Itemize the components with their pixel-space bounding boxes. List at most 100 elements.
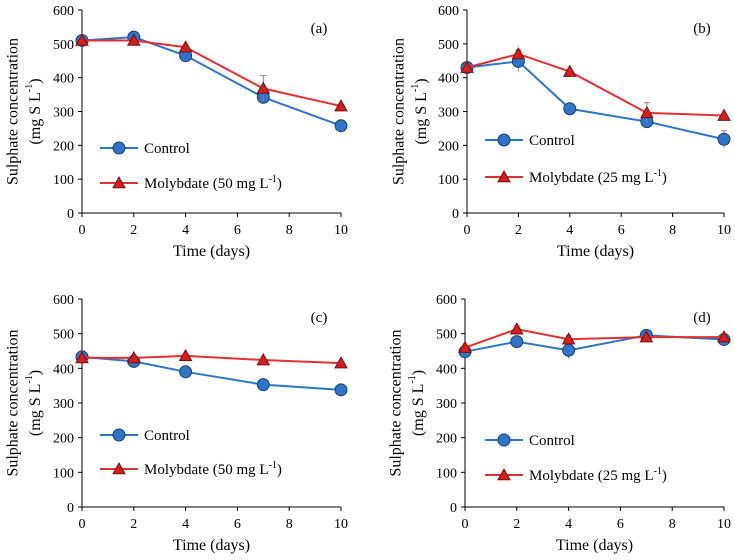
legend-entry-control: Control [485, 133, 575, 149]
x-tick-label: 0 [464, 223, 471, 238]
x-tick-label: 8 [669, 223, 676, 238]
panel-label: (a) [311, 21, 328, 37]
series-line [466, 60, 725, 141]
series-control [458, 328, 731, 359]
legend-entry-control: Control [485, 433, 575, 449]
y-tick-label: 400 [53, 72, 74, 87]
legend-marker-circle [112, 428, 126, 442]
x-tick-label: 4 [182, 517, 189, 532]
panel-c: 0 100 200 300 400 500 600 0 2 4 6 8 10 Time (days) Sul… [5, 293, 348, 554]
legend-marker-triangle [497, 467, 511, 481]
data-point-molybdate [334, 99, 348, 112]
y-tick-label: 100 [53, 466, 74, 481]
data-point-molybdate [126, 33, 141, 46]
y-tick-label: 400 [438, 72, 459, 87]
x-tick-label: 4 [182, 223, 189, 238]
data-point-molybdate [75, 33, 89, 46]
series-line [81, 36, 342, 127]
series-molybdate [75, 348, 348, 369]
legend-label: Molybdate (50 mg L-1) [144, 460, 282, 478]
data-point-control [256, 378, 270, 392]
series-control [460, 50, 731, 148]
data-point-molybdate [460, 60, 474, 73]
series-line [82, 39, 342, 108]
y-axis-title-line2: (mg S L-1) [410, 78, 429, 144]
panel-a: 0 100 200 300 400 500 600 0 2 4 6 8 10 Time (days) Sul… [5, 4, 348, 260]
y-axis-title-line1: Sulphate concentration [388, 329, 405, 476]
x-tick-label: 4 [565, 517, 572, 532]
y-axis-title-line2: (mg S L-1) [24, 78, 43, 144]
x-tick-label: 8 [286, 223, 293, 238]
y-axis-title-line1: Sulphate concentration [5, 329, 22, 476]
y-tick-label: 400 [53, 362, 74, 377]
data-point-molybdate [178, 348, 193, 362]
x-tick-label: 10 [717, 223, 731, 238]
data-point-molybdate [334, 356, 348, 369]
series-molybdate [458, 322, 731, 353]
y-tick-label: 300 [438, 106, 459, 121]
panel-label: (d) [693, 310, 711, 326]
y-tick-label: 100 [436, 466, 457, 481]
legend-marker-triangle [497, 169, 511, 183]
x-tick-label: 2 [513, 517, 520, 532]
legend-marker-triangle [112, 461, 126, 475]
legend-entry-molybdate: Molybdate (50 mg L-1) [100, 460, 282, 478]
x-tick-label: 6 [618, 223, 625, 238]
x-tick-label: 2 [130, 517, 137, 532]
data-point-control [563, 102, 577, 116]
x-axis-title: Time (days) [173, 243, 250, 260]
y-tick-label: 0 [67, 501, 74, 516]
x-tick-label: 2 [130, 223, 137, 238]
x-tick-label: 0 [79, 223, 86, 238]
x-tick-label: 0 [462, 517, 469, 532]
data-point-molybdate [639, 330, 654, 343]
data-point-control [510, 335, 524, 349]
legend-entry-molybdate: Molybdate (25 mg L-1) [485, 168, 667, 186]
y-tick-label: 200 [53, 139, 74, 154]
legend-entry-molybdate: Molybdate (25 mg L-1) [485, 466, 667, 484]
panel-d: 0 100 200 300 400 500 600 0 2 4 6 8 10 Time (days) Sul… [388, 293, 731, 554]
x-tick-label: 8 [286, 517, 293, 532]
data-point-molybdate [178, 40, 193, 53]
x-axis-title: Time (days) [173, 537, 250, 554]
legend-label: Molybdate (25 mg L-1) [529, 466, 667, 484]
legend-marker-circle [112, 141, 126, 155]
x-tick-label: 10 [334, 517, 348, 532]
legend-entry-molybdate: Molybdate (50 mg L-1) [100, 174, 282, 192]
data-point-control [334, 119, 348, 133]
data-point-control [717, 132, 731, 146]
legend-label: Control [529, 133, 575, 149]
data-point-molybdate [256, 352, 271, 366]
series-molybdate [75, 33, 348, 112]
data-point-molybdate [458, 340, 472, 353]
data-point-control [562, 343, 576, 357]
x-tick-label: 6 [617, 517, 624, 532]
data-point-control [179, 365, 193, 379]
y-tick-label: 300 [436, 397, 457, 412]
y-tick-label: 500 [436, 328, 457, 343]
data-point-molybdate [640, 105, 654, 119]
y-axis-title-line2: (mg S L-1) [407, 370, 426, 436]
legend-label: Control [144, 141, 190, 157]
y-axis-title-line1: Sulphate concentration [391, 38, 408, 185]
x-tick-label: 0 [79, 517, 86, 532]
y-tick-label: 0 [452, 207, 459, 222]
y-axis-title-line1: Sulphate concentration [5, 38, 22, 185]
series-control [75, 30, 348, 133]
data-point-molybdate [126, 350, 141, 364]
y-axis-title-line2: (mg S L-1) [24, 370, 43, 436]
y-tick-label: 200 [53, 432, 74, 447]
legend-label: Molybdate (25 mg L-1) [529, 168, 667, 186]
data-point-molybdate [509, 322, 524, 335]
x-tick-label: 2 [515, 223, 522, 238]
x-tick-label: 4 [566, 223, 573, 238]
data-point-molybdate [717, 330, 731, 343]
x-tick-label: 10 [717, 517, 731, 532]
data-point-molybdate [561, 332, 576, 345]
y-tick-label: 300 [53, 397, 74, 412]
y-tick-label: 500 [53, 38, 74, 53]
y-tick-label: 300 [53, 106, 74, 121]
data-point-molybdate [511, 46, 526, 60]
y-tick-label: 600 [438, 4, 459, 19]
y-tick-label: 100 [53, 173, 74, 188]
